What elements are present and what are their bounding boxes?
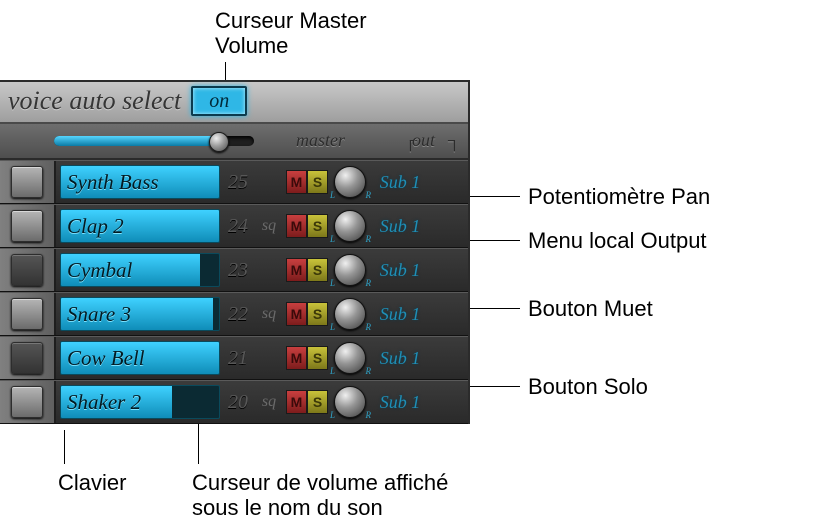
- keyboard-key[interactable]: [0, 293, 56, 335]
- track-name-volume[interactable]: Snare 3: [60, 297, 220, 331]
- master-volume-slider[interactable]: [54, 136, 254, 146]
- track-list: Synth Bass25MSLRSub 1Clap 224sqMSLRSub 1…: [0, 160, 468, 424]
- track-row: Cow Bell 21 MSLRSub 1: [0, 336, 468, 380]
- mute-button[interactable]: M: [286, 302, 307, 326]
- track-name-label: Synth Bass: [61, 170, 159, 195]
- track-row: Clap 2 24sqMSLRSub 1: [0, 204, 468, 248]
- track-name-label: Snare 3: [61, 302, 131, 327]
- master-label: master: [296, 130, 345, 151]
- track-number: 21: [220, 347, 256, 370]
- solo-button[interactable]: S: [307, 346, 328, 370]
- out-header-text: out: [412, 130, 435, 151]
- output-menu[interactable]: Sub 1: [368, 392, 432, 413]
- out-header-cap: ┐: [448, 130, 461, 151]
- keyboard-key[interactable]: [0, 381, 56, 423]
- keyboard-key[interactable]: [0, 205, 56, 247]
- mute-button[interactable]: M: [286, 258, 307, 282]
- mute-button[interactable]: M: [286, 346, 307, 370]
- callout-pan: Potentiomètre Pan: [528, 184, 710, 209]
- track-name-volume[interactable]: Cymbal: [60, 253, 220, 287]
- master-row: master ┌ out ┐: [0, 124, 468, 160]
- track-row: Cymbal 23 MSLRSub 1: [0, 248, 468, 292]
- keyboard-key[interactable]: [0, 337, 56, 379]
- track-name-volume[interactable]: Clap 2: [60, 209, 220, 243]
- mute-button[interactable]: M: [286, 170, 307, 194]
- callout-vol-under-name: Curseur de volume affiché sous le nom du…: [192, 470, 448, 521]
- callout-keyboard: Clavier: [58, 470, 126, 495]
- track-number: 22: [220, 303, 256, 326]
- track-name-label: Cow Bell: [61, 346, 145, 371]
- solo-button[interactable]: S: [307, 302, 328, 326]
- keyboard-key[interactable]: [0, 161, 56, 203]
- pan-knob[interactable]: LR: [334, 166, 366, 198]
- callout-solo: Bouton Solo: [528, 374, 648, 399]
- pan-knob[interactable]: LR: [334, 298, 366, 330]
- track-name-label: Clap 2: [61, 214, 124, 239]
- track-name-label: Cymbal: [61, 258, 132, 283]
- output-menu[interactable]: Sub 1: [368, 348, 432, 369]
- track-name-volume[interactable]: Synth Bass: [60, 165, 220, 199]
- track-number: 20: [220, 391, 256, 414]
- track-number: 25: [220, 171, 256, 194]
- track-name-volume[interactable]: Cow Bell: [60, 341, 220, 375]
- track-number: 23: [220, 259, 256, 282]
- solo-button[interactable]: S: [307, 214, 328, 238]
- callout-master-volume: Curseur Master Volume: [215, 8, 367, 59]
- solo-button[interactable]: S: [307, 258, 328, 282]
- output-menu[interactable]: Sub 1: [368, 172, 432, 193]
- callout-mute: Bouton Muet: [528, 296, 653, 321]
- pan-knob[interactable]: LR: [334, 386, 366, 418]
- track-sq-label: sq: [256, 393, 282, 411]
- mute-button[interactable]: M: [286, 390, 307, 414]
- track-name-volume[interactable]: Shaker 2: [60, 385, 220, 419]
- solo-button[interactable]: S: [307, 170, 328, 194]
- track-sq-label: sq: [256, 305, 282, 323]
- pan-knob[interactable]: LR: [334, 342, 366, 374]
- mixer-panel: voice auto select on master ┌ out ┐ Synt…: [0, 80, 470, 424]
- track-row: Shaker 2 20sqMSLRSub 1: [0, 380, 468, 424]
- top-bar: voice auto select on: [0, 82, 468, 124]
- output-menu[interactable]: Sub 1: [368, 260, 432, 281]
- keyboard-key[interactable]: [0, 249, 56, 291]
- track-number: 24: [220, 215, 256, 238]
- mute-button[interactable]: M: [286, 214, 307, 238]
- pan-knob[interactable]: LR: [334, 254, 366, 286]
- track-sq-label: sq: [256, 217, 282, 235]
- output-menu[interactable]: Sub 1: [368, 304, 432, 325]
- voice-auto-select-toggle[interactable]: on: [191, 86, 247, 116]
- solo-button[interactable]: S: [307, 390, 328, 414]
- voice-auto-select-label: voice auto select: [8, 86, 181, 116]
- output-menu[interactable]: Sub 1: [368, 216, 432, 237]
- pan-knob[interactable]: LR: [334, 210, 366, 242]
- track-name-label: Shaker 2: [61, 390, 141, 415]
- callout-output: Menu local Output: [528, 228, 707, 253]
- track-row: Synth Bass 25 MSLRSub 1: [0, 160, 468, 204]
- track-row: Snare 3 22sqMSLRSub 1: [0, 292, 468, 336]
